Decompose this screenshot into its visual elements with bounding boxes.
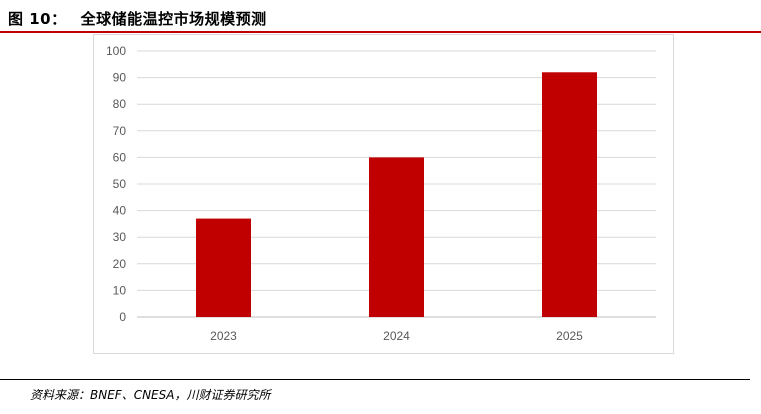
y-tick-label: 100 <box>106 44 126 58</box>
y-tick-label: 10 <box>113 283 127 297</box>
y-tick-label: 40 <box>113 204 127 218</box>
figure-title-text: 全球储能温控市场规模预测 <box>80 10 267 28</box>
y-tick-label: 90 <box>113 71 127 85</box>
y-tick-label: 80 <box>113 97 127 111</box>
y-tick-label: 0 <box>119 310 126 324</box>
y-tick-label: 50 <box>113 177 127 191</box>
title-divider <box>0 31 761 33</box>
bar-2025 <box>542 72 597 317</box>
y-tick-label: 70 <box>113 124 127 138</box>
x-tick-label: 2024 <box>383 329 410 343</box>
y-tick-label: 60 <box>113 150 127 164</box>
bar-2023 <box>196 218 251 317</box>
figure-number: 图 10： <box>8 10 67 28</box>
x-tick-label: 2023 <box>210 329 237 343</box>
figure-title: 图 10： 全球储能温控市场规模预测 <box>8 8 267 29</box>
source-note: 资料来源：BNEF、CNESA，川财证券研究所 <box>30 388 271 402</box>
y-tick-label: 30 <box>113 230 127 244</box>
source-divider <box>0 379 750 380</box>
bar-2024 <box>369 157 424 317</box>
y-tick-label: 20 <box>113 257 127 271</box>
x-tick-label: 2025 <box>556 329 583 343</box>
